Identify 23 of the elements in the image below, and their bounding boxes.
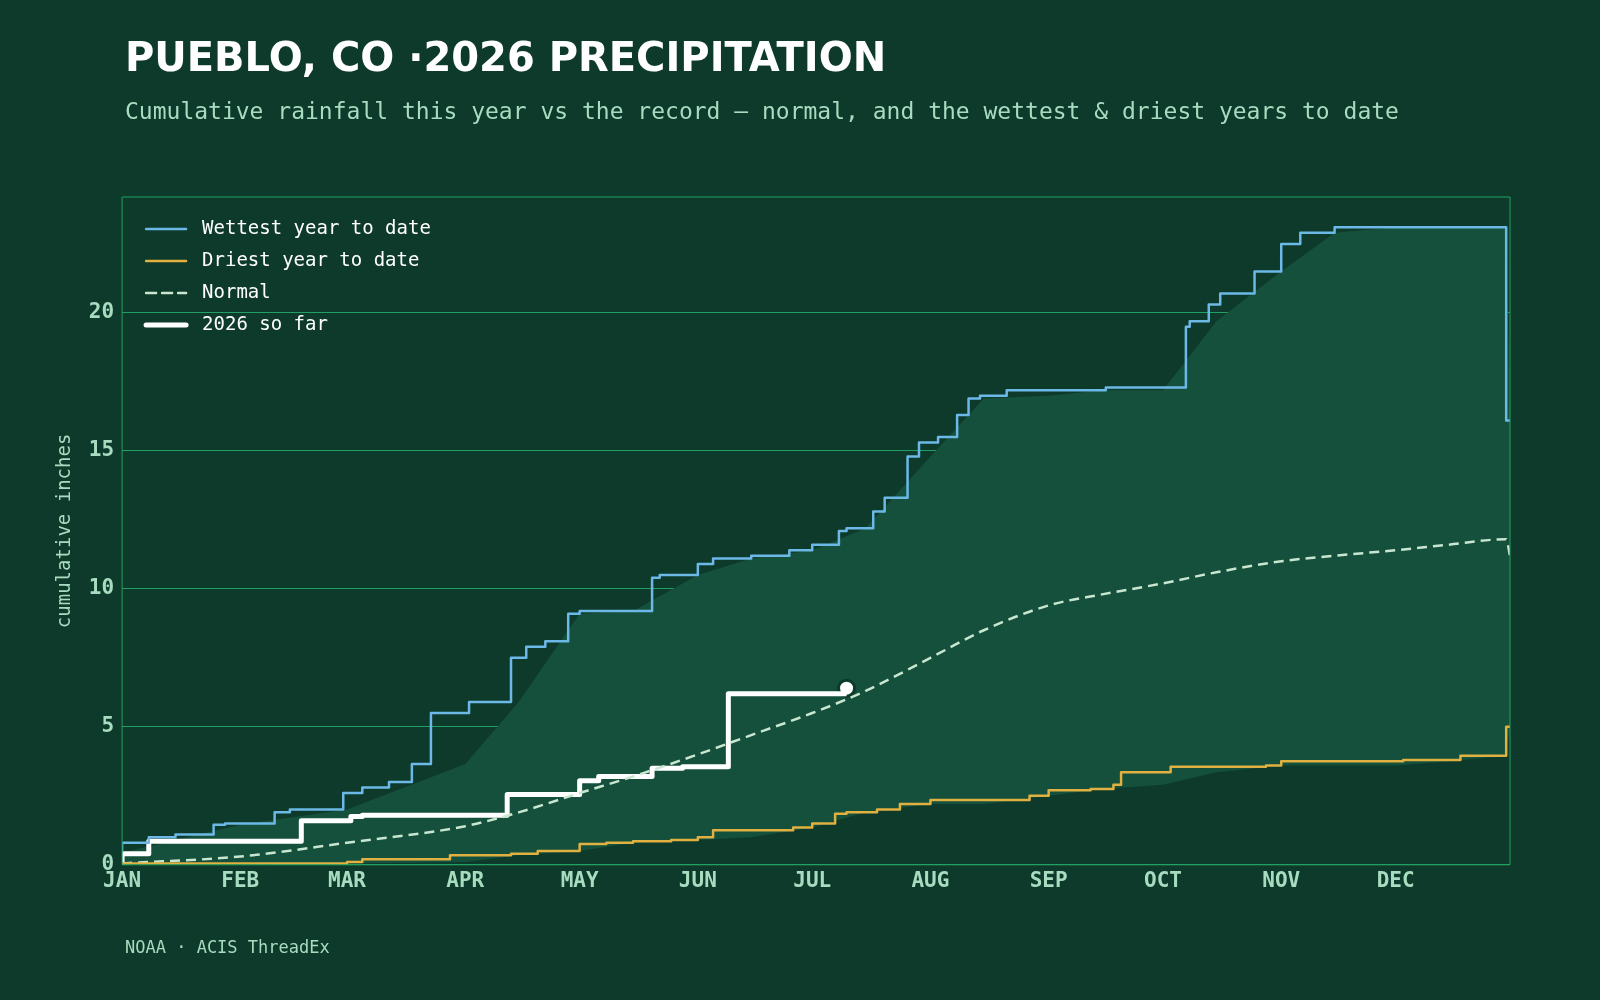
x-tick-label: MAR bbox=[328, 867, 367, 892]
y-tick-label: 10 bbox=[88, 575, 115, 600]
chart-title: PUEBLO, CO ·2026 PRECIPITATION bbox=[125, 34, 887, 80]
y-tick-label: 15 bbox=[88, 437, 115, 462]
text: NOAA · ACIS ThreadEx bbox=[125, 937, 330, 957]
x-tick-label: NOV bbox=[1262, 867, 1301, 892]
legend-label: Driest year to date bbox=[202, 247, 420, 270]
x-tick-label: JUL bbox=[793, 867, 832, 892]
x-tick-label: AUG bbox=[911, 867, 950, 892]
x-tick-label: OCT bbox=[1144, 867, 1182, 892]
x-tick-label: JUN bbox=[678, 867, 717, 892]
y-tick-label: 5 bbox=[101, 713, 115, 738]
legend-label: Normal bbox=[202, 279, 271, 302]
y-tick-label: 20 bbox=[88, 299, 115, 324]
legend-label: Wettest year to date bbox=[202, 215, 431, 238]
x-tick-label: SEP bbox=[1029, 867, 1068, 892]
legend-label: 2026 so far bbox=[202, 311, 328, 334]
chart-subtitle: Cumulative rainfall this year vs the record — normal, and the wettest & driest years to date bbox=[125, 98, 1399, 124]
x-tick-label: FEB bbox=[221, 867, 260, 892]
x-tick-label: DEC bbox=[1376, 867, 1415, 892]
x-tick-label: MAY bbox=[560, 867, 599, 892]
x-tick-label: APR bbox=[446, 867, 485, 892]
y-axis-title: cumulative inches bbox=[52, 433, 75, 629]
